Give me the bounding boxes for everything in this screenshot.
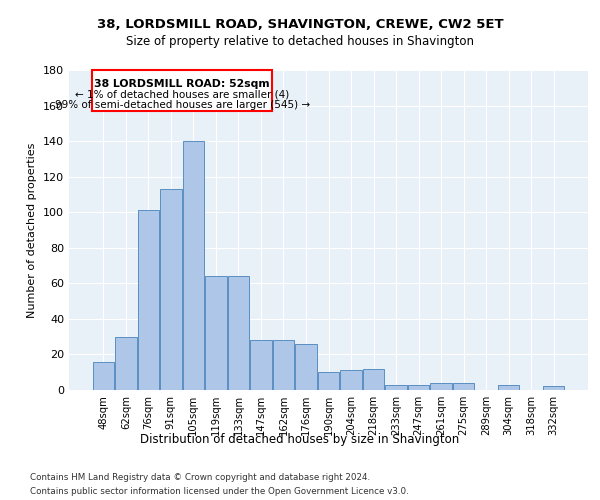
Bar: [385, 384, 407, 390]
Text: 38, LORDSMILL ROAD, SHAVINGTON, CREWE, CW2 5ET: 38, LORDSMILL ROAD, SHAVINGTON, CREWE, C…: [97, 18, 503, 30]
Text: 38 LORDSMILL ROAD: 52sqm: 38 LORDSMILL ROAD: 52sqm: [94, 79, 270, 89]
Bar: [273, 340, 294, 390]
Bar: [137, 210, 159, 390]
Bar: [228, 276, 249, 390]
Bar: [408, 384, 429, 390]
Bar: [182, 141, 204, 390]
Text: Size of property relative to detached houses in Shavington: Size of property relative to detached ho…: [126, 35, 474, 48]
Y-axis label: Number of detached properties: Number of detached properties: [28, 142, 37, 318]
Bar: [318, 372, 339, 390]
Bar: [295, 344, 317, 390]
Bar: [160, 189, 182, 390]
Text: Distribution of detached houses by size in Shavington: Distribution of detached houses by size …: [140, 432, 460, 446]
Bar: [498, 384, 520, 390]
FancyBboxPatch shape: [92, 70, 272, 111]
Bar: [543, 386, 565, 390]
Bar: [453, 383, 475, 390]
Bar: [205, 276, 227, 390]
Bar: [92, 362, 114, 390]
Bar: [430, 383, 452, 390]
Text: 99% of semi-detached houses are larger (545) →: 99% of semi-detached houses are larger (…: [55, 100, 310, 110]
Text: ← 1% of detached houses are smaller (4): ← 1% of detached houses are smaller (4): [75, 90, 289, 100]
Bar: [115, 336, 137, 390]
Bar: [250, 340, 272, 390]
Text: Contains HM Land Registry data © Crown copyright and database right 2024.: Contains HM Land Registry data © Crown c…: [30, 472, 370, 482]
Text: Contains public sector information licensed under the Open Government Licence v3: Contains public sector information licen…: [30, 486, 409, 496]
Bar: [340, 370, 362, 390]
Bar: [363, 368, 384, 390]
